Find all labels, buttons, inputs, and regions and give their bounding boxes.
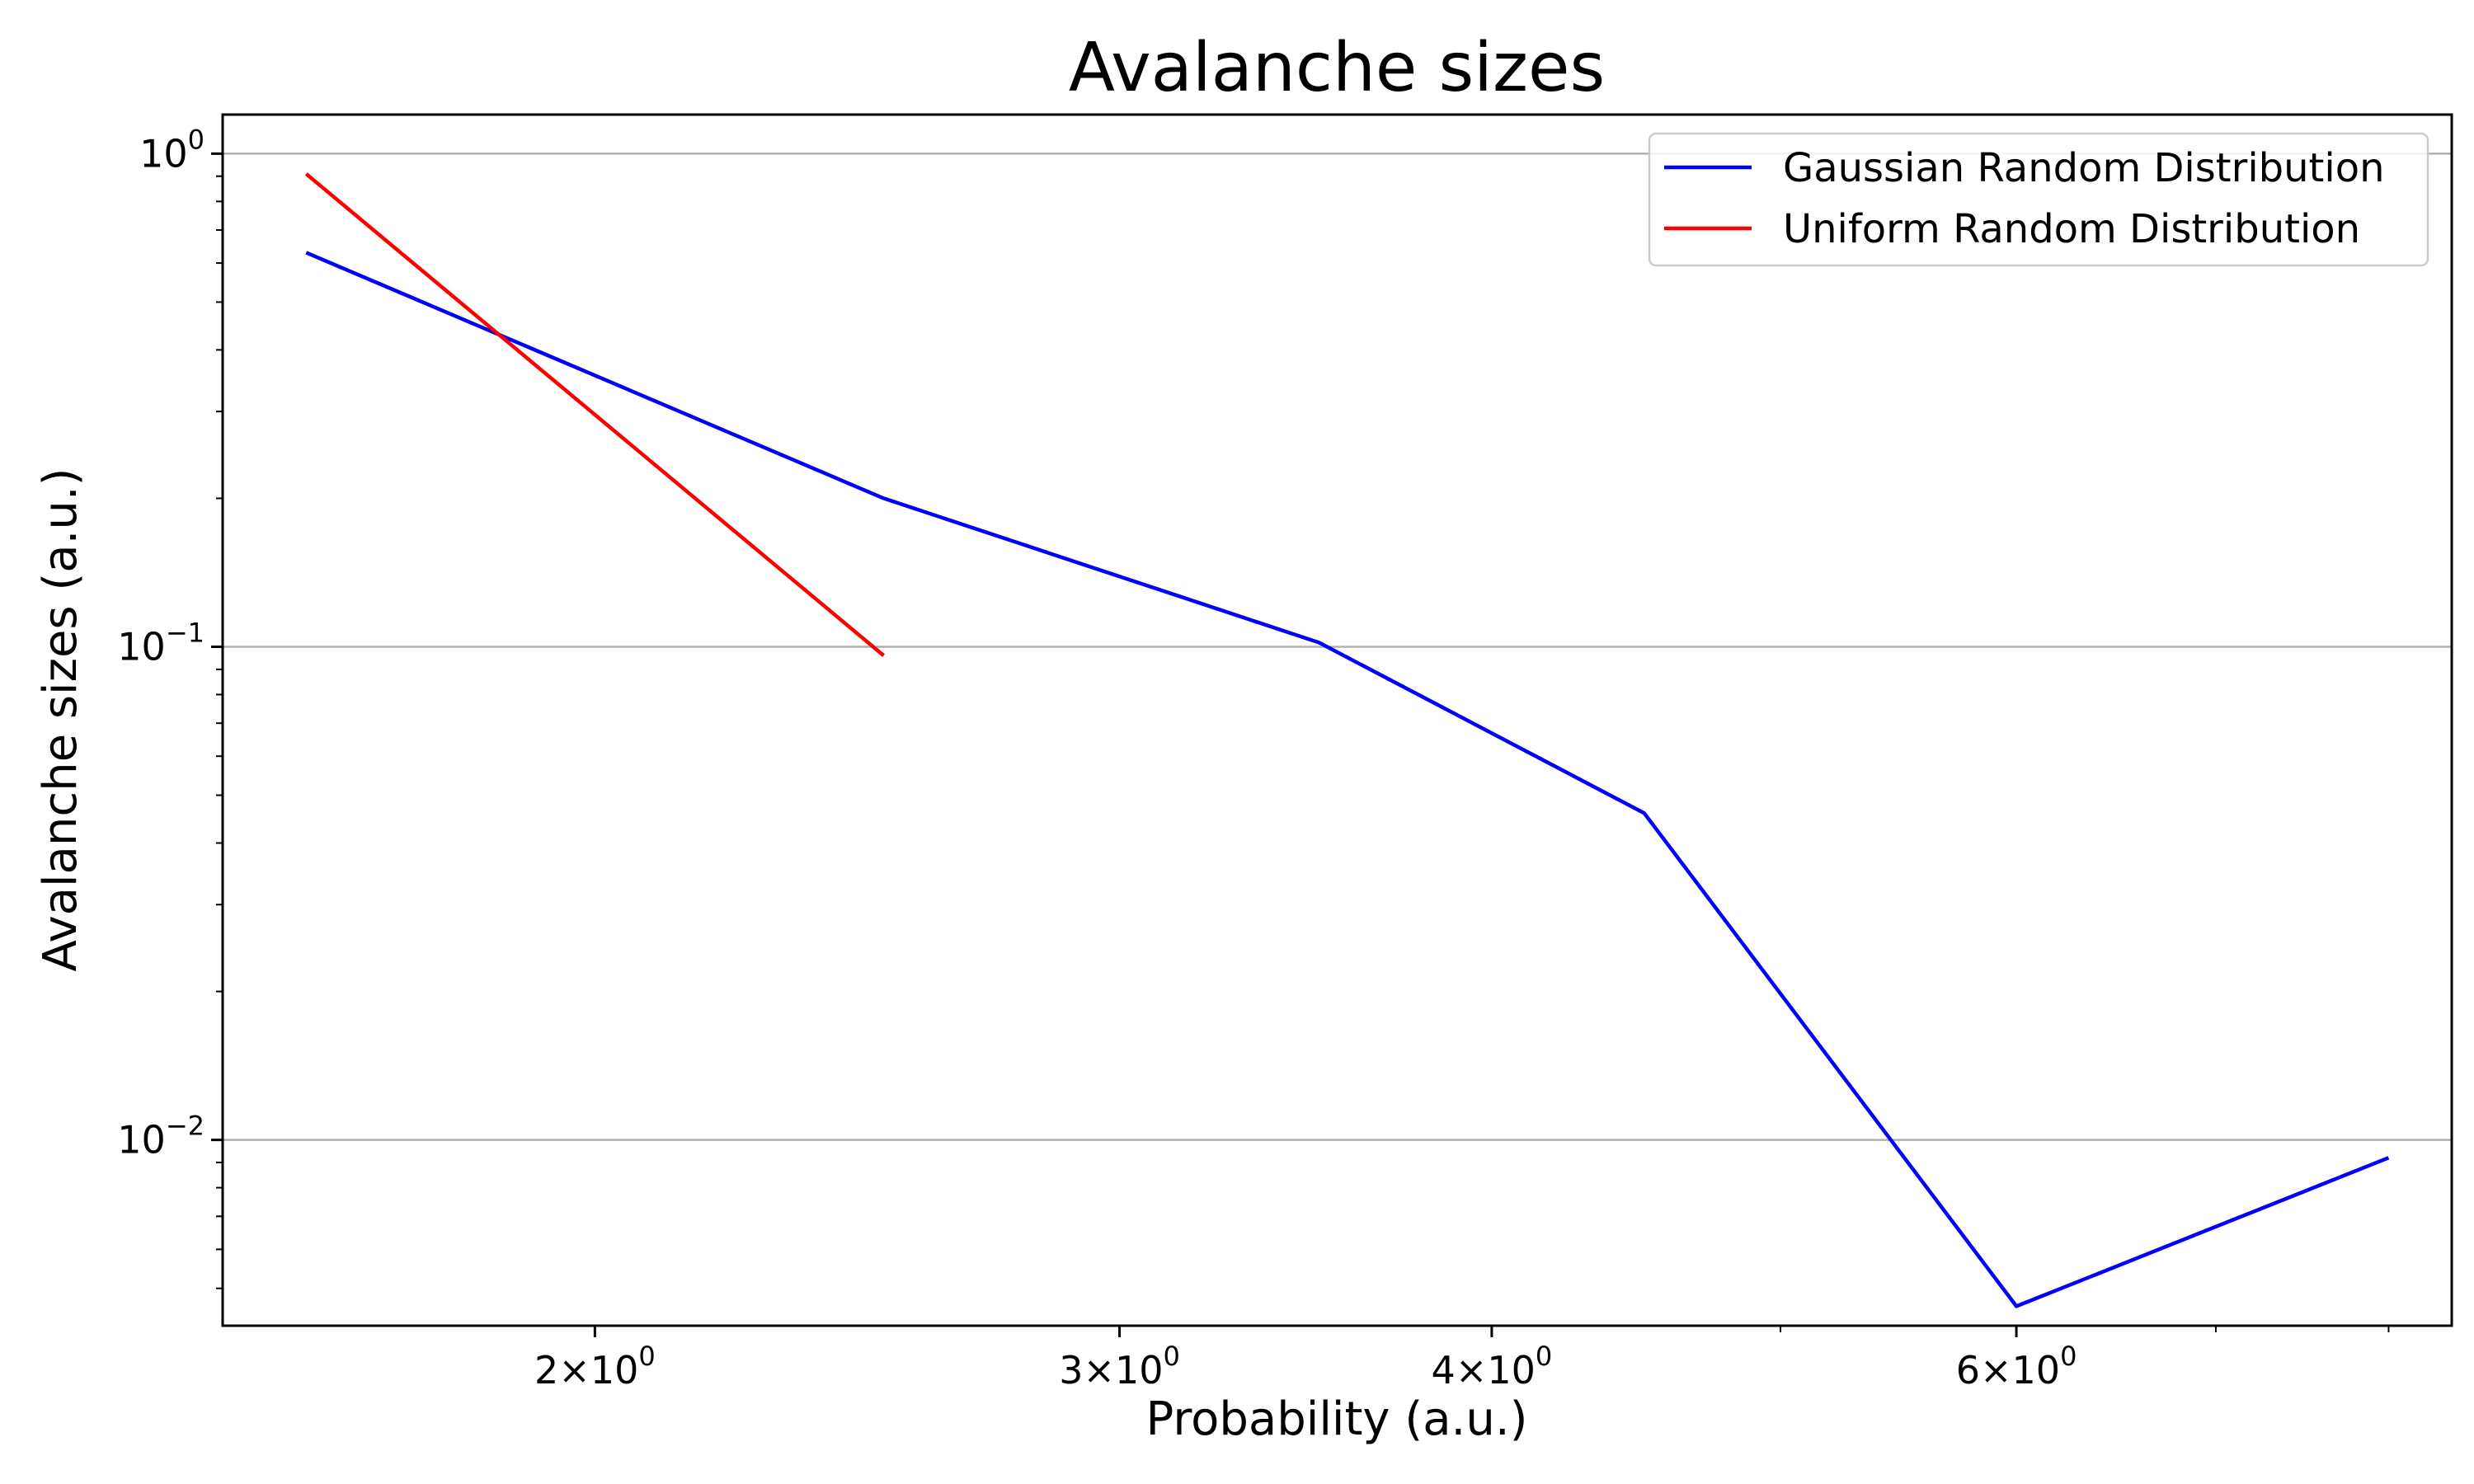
legend-label-1: Uniform Random Distribution xyxy=(1783,206,2360,252)
series-line-0 xyxy=(305,251,2390,1308)
chart-title: Avalanche sizes xyxy=(1069,29,1605,107)
x-tick-label: 3×100 xyxy=(1059,1341,1180,1392)
legend-box xyxy=(1648,132,2429,267)
y-axis-label: Avalanche sizes (a.u.) xyxy=(34,467,87,971)
data-point xyxy=(883,655,884,656)
legend: Gaussian Random Distribution Uniform Rand… xyxy=(1648,132,2429,267)
x-tick-label: 2×100 xyxy=(534,1341,656,1392)
x-tick-label: 6×100 xyxy=(1956,1341,2077,1392)
x-axis-label: Probability (a.u.) xyxy=(1146,1392,1528,1446)
data-point xyxy=(883,498,884,499)
data-point xyxy=(2016,1306,2017,1307)
tick-layer: 100 10−1 10−2 2×100 3×100 4×100 6×100 xyxy=(117,124,2390,1392)
y-tick-label: 10−2 xyxy=(117,1111,205,1162)
series-layer xyxy=(304,172,2390,1308)
legend-label-0: Gaussian Random Distribution xyxy=(1783,145,2385,191)
plot-frame xyxy=(221,113,2453,1327)
y-tick-label: 10−1 xyxy=(117,618,205,669)
data-point xyxy=(306,252,307,253)
y-tick-label: 100 xyxy=(139,124,205,176)
x-tick-label: 4×100 xyxy=(1432,1341,1553,1392)
series-line-1 xyxy=(304,172,885,657)
data-point xyxy=(306,173,307,174)
